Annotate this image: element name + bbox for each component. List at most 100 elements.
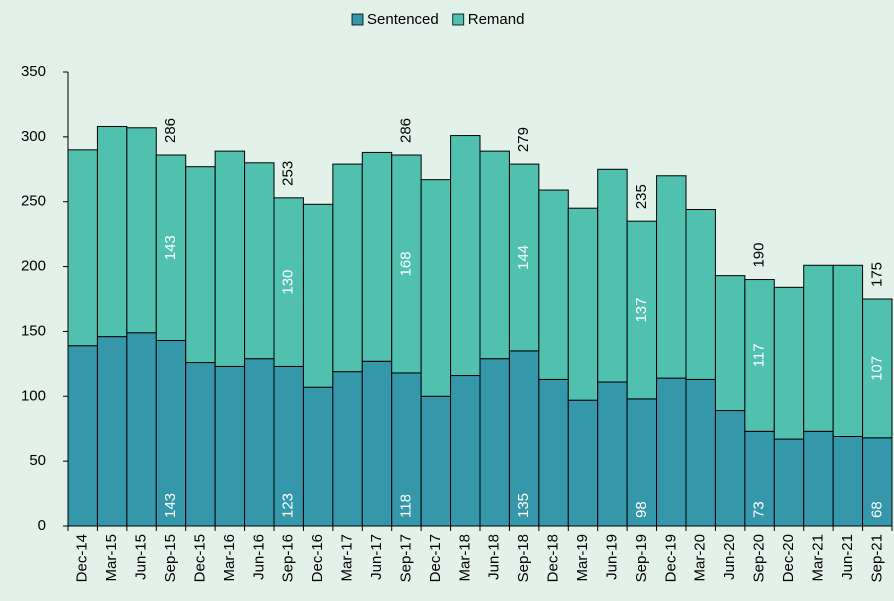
bar-segment (361, 151, 393, 362)
y-tick-label: 300 (21, 128, 46, 145)
x-tick-label: Dec-14 (74, 534, 91, 582)
bar-segment (420, 395, 452, 527)
x-tick-label: Mar-21 (809, 534, 826, 582)
data-label: 143 (162, 493, 179, 518)
x-tick-label: Mar-18 (456, 534, 473, 582)
bar-segment (155, 154, 187, 342)
legend-label: Remand (468, 11, 525, 28)
y-tick-label: 200 (21, 258, 46, 275)
legend-swatch (452, 13, 465, 26)
data-label: 144 (515, 245, 532, 270)
y-tick-label: 100 (21, 387, 46, 404)
x-tick-label: Mar-15 (103, 534, 120, 582)
bar-segment (803, 264, 834, 432)
bar-segment (567, 399, 599, 527)
legend-label: Sentenced (367, 11, 439, 28)
bar-segment (773, 438, 805, 527)
x-tick-label: Sep-15 (162, 534, 179, 582)
bar-segment (450, 375, 481, 527)
data-label: 107 (868, 356, 885, 381)
bar-segment (832, 435, 864, 527)
x-tick-label: Sep-18 (515, 534, 532, 582)
bar-segment (862, 437, 893, 527)
x-tick-label: Jun-18 (486, 534, 503, 580)
bar-segment (244, 162, 275, 360)
x-tick-label: Sep-17 (397, 534, 414, 582)
x-tick-label: Jun-20 (721, 534, 738, 580)
x-tick-label: Jun-17 (368, 534, 385, 580)
bar-segment (185, 166, 216, 364)
bar-segment (420, 179, 452, 397)
bar-segment (479, 358, 510, 527)
bar-segment (714, 275, 746, 412)
x-tick-label: Mar-19 (574, 534, 591, 582)
y-tick-label: 250 (21, 193, 46, 210)
data-label: 135 (515, 493, 532, 518)
bar-segment (656, 175, 687, 379)
bar-segment (214, 150, 246, 367)
x-tick-label: Mar-16 (221, 534, 238, 582)
x-tick-label: Jun-19 (603, 534, 620, 580)
x-tick-label: Dec-17 (427, 534, 444, 582)
x-tick-label: Sep-19 (633, 534, 650, 582)
bar-segment (450, 135, 481, 377)
bar-segment (597, 168, 628, 383)
bar-segment (656, 377, 687, 527)
data-label: 168 (397, 251, 414, 276)
bar-segment (567, 207, 599, 401)
total-label: 253 (280, 161, 297, 186)
bar-segment (244, 358, 275, 527)
bar-segment (803, 430, 834, 527)
data-label: 118 (397, 494, 414, 518)
bar-segment (67, 345, 98, 527)
bar-segment (361, 360, 393, 527)
x-tick-label: Mar-20 (692, 534, 709, 582)
bar-segment (155, 340, 187, 527)
bar-segment (126, 127, 157, 334)
data-label: 68 (868, 501, 885, 518)
x-tick-label: Dec-19 (662, 534, 679, 582)
x-tick-label: Jun-15 (133, 534, 150, 580)
data-label: 98 (633, 501, 650, 518)
bar-segment (538, 378, 569, 527)
total-label: 286 (162, 118, 179, 143)
bar-segment (744, 430, 775, 527)
bar-segment (273, 365, 304, 527)
bar-segment (302, 386, 334, 527)
bar-segment (302, 203, 334, 388)
legend-swatch (351, 13, 364, 26)
x-tick-label: Dec-16 (309, 534, 326, 582)
bar-segment (832, 264, 864, 437)
bar-segment (714, 410, 746, 527)
y-tick-label: 350 (21, 63, 46, 80)
total-label: 235 (633, 184, 650, 209)
bar-segment (332, 163, 363, 373)
bar-segment (96, 336, 128, 527)
data-label: 123 (280, 493, 297, 518)
data-label: 73 (751, 501, 768, 518)
bar-segment (96, 125, 128, 338)
bar-segment (67, 149, 98, 347)
x-tick-label: Jun-21 (839, 534, 856, 580)
total-label: 175 (868, 262, 885, 287)
data-label: 143 (162, 235, 179, 260)
total-label: 190 (751, 243, 768, 268)
bar-segment (391, 154, 422, 374)
x-tick-label: Jun-16 (250, 534, 267, 580)
bar-segment (744, 279, 775, 432)
data-label: 130 (280, 270, 297, 295)
bar-segment (185, 362, 216, 527)
total-label: 286 (397, 118, 414, 143)
bar-segment (597, 381, 628, 527)
x-tick-label: Dec-18 (545, 534, 562, 582)
y-tick-label: 150 (21, 322, 46, 339)
x-tick-label: Dec-20 (780, 534, 797, 582)
bar-segment (126, 332, 157, 527)
x-tick-label: Sep-21 (868, 534, 885, 582)
bar-segment (214, 365, 246, 527)
bar-segment (862, 298, 893, 439)
total-label: 279 (515, 127, 532, 152)
x-tick-label: Sep-20 (751, 534, 768, 582)
x-tick-label: Mar-17 (339, 534, 356, 582)
